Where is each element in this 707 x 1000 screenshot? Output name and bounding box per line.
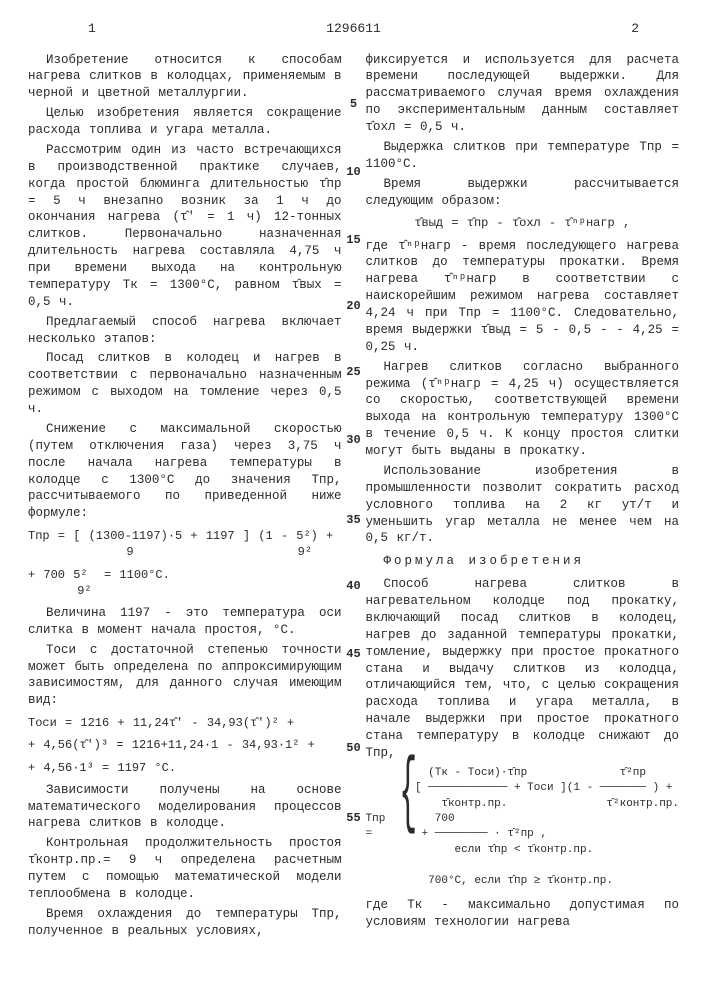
formula-line: 700°C, если τ̂пр ≥ τ̂контр.пр.	[415, 874, 679, 889]
para: Зависимости получены на основе математич…	[28, 782, 342, 833]
brace-body: (Tк - Tоси)·τ̂пр τ̂²пр [ ──────────── + …	[415, 766, 679, 889]
page: 1 2 1296611 5 10 15 20 25 30 35 40 45 50…	[0, 0, 707, 1000]
formula: Tпр = [ (1300-1197)·5 + 1197 ] (1 - 5²) …	[28, 528, 342, 544]
formula: 9 9²	[28, 544, 342, 560]
formula-line: τ̂контр.пр. τ̂²контр.пр.	[415, 797, 679, 812]
para: Tоси с достаточной степенью точности мож…	[28, 642, 342, 710]
line-marker: 20	[346, 298, 360, 314]
line-marker: 55	[346, 810, 360, 826]
line-marker: 40	[346, 578, 360, 594]
para: Посад слитков в колодец и нагрев в соотв…	[28, 350, 342, 418]
formula: Tоси = 1216 + 11,24τ̂' - 34,93(τ̂')² +	[28, 715, 342, 731]
para: Выдержка слитков при температуре Tпр = 1…	[366, 139, 680, 173]
line-marker: 50	[346, 740, 360, 756]
para: где Tк - максимально допустимая по услов…	[366, 897, 680, 931]
formula-line: (Tк - Tоси)·τ̂пр τ̂²пр	[415, 766, 679, 781]
line-marker: 45	[346, 646, 360, 662]
right-column: фиксируется и используется для расчета в…	[366, 52, 680, 943]
formula: + 700 5² = 1100°C.	[28, 567, 342, 583]
formula: 9²	[28, 583, 342, 599]
page-num-right: 2	[631, 20, 639, 38]
para: Предлагаемый способ нагрева включает нес…	[28, 314, 342, 348]
brace-prefix: Tпр =	[366, 812, 387, 843]
para: Изобретение относится к способам нагрева…	[28, 52, 342, 103]
line-marker: 25	[346, 364, 360, 380]
formula-line: [ ──────────── + Tоси ](1 - ─────── ) +	[415, 781, 679, 796]
formula-title: Формула изобретения	[366, 553, 680, 570]
line-marker: 35	[346, 512, 360, 528]
para: Целью изобретения является сокращение ра…	[28, 105, 342, 139]
page-num-left: 1	[88, 20, 96, 38]
formula-line: 700	[415, 812, 679, 827]
formula: τ̂выд = τ̂пр - τ̂охл - τ̂ⁿᵖнагр ,	[366, 215, 680, 231]
formula-line: + ──────── · τ̂²пр ,	[415, 827, 679, 842]
columns: Изобретение относится к способам нагрева…	[28, 52, 679, 943]
para: Рассмотрим один из часто встречающихся в…	[28, 142, 342, 311]
left-brace-icon: {	[399, 766, 417, 825]
line-marker: 10	[346, 164, 360, 180]
para: где τ̂ⁿᵖнагр - время последующего нагрев…	[366, 238, 680, 356]
para: Нагрев слитков согласно выбранного режим…	[366, 359, 680, 460]
para: Контрольная продолжительность простоя τ̂…	[28, 835, 342, 903]
brace-formula: Tпр = { (Tк - Tоси)·τ̂пр τ̂²пр [ ───────…	[366, 766, 680, 889]
para: фиксируется и используется для расчета в…	[366, 52, 680, 136]
left-column: Изобретение относится к способам нагрева…	[28, 52, 342, 943]
line-marker: 5	[350, 96, 357, 112]
document-number: 1296611	[326, 20, 381, 38]
para: Снижение с максимальной скоростью (путем…	[28, 421, 342, 522]
para: Величина 1197 - это температура оси слит…	[28, 605, 342, 639]
formula: + 4,56·1³ = 1197 °C.	[28, 760, 342, 776]
formula-line	[415, 858, 679, 873]
para: Время охлаждения до температуры Tпр, пол…	[28, 906, 342, 940]
formula: + 4,56(τ̂')³ = 1216+11,24·1 - 34,93·1² +	[28, 737, 342, 753]
formula-line: если τ̂пр < τ̂контр.пр.	[415, 843, 679, 858]
para: Время выдержки рассчитывается следующим …	[366, 176, 680, 210]
line-marker: 30	[346, 432, 360, 448]
para: Использование изобретения в промышленнос…	[366, 463, 680, 547]
line-marker: 15	[346, 232, 360, 248]
para: Способ нагрева слитков в нагревательном …	[366, 576, 680, 762]
